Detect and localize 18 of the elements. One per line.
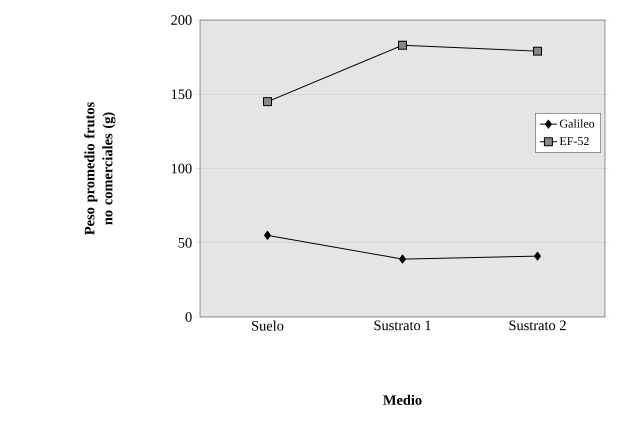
point — [534, 252, 542, 261]
point — [398, 40, 408, 50]
y-tick-label: 200 — [171, 15, 192, 25]
x-tick-label: Sustrato 2 — [509, 320, 566, 330]
point — [264, 230, 272, 240]
y-tick-label: 50 — [178, 238, 192, 248]
y-tick-label: 0 — [186, 312, 192, 322]
x-axis-title: Medio — [383, 394, 422, 405]
x-tick-label: Suelo — [252, 320, 284, 331]
point — [399, 254, 406, 264]
legend-label: EF-52 — [560, 137, 589, 146]
y-axis-title: Peso promedio frutos no comerciales (g) — [84, 102, 116, 235]
point — [263, 97, 272, 106]
y-tick-label: 150 — [172, 89, 192, 100]
x-tick-label: Sustrato 1 — [374, 320, 431, 330]
legend-label: Galileo — [560, 119, 594, 128]
point — [533, 46, 542, 56]
y-tick-label: 100 — [172, 164, 192, 174]
